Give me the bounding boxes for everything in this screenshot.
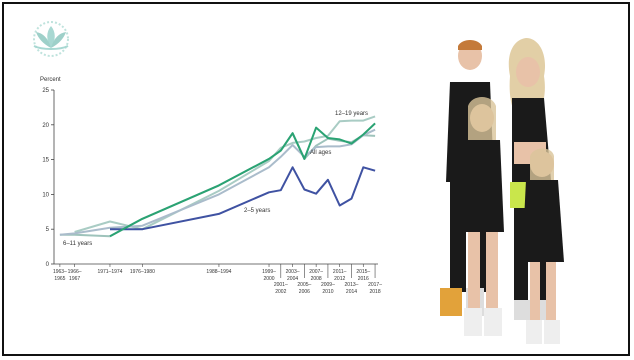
- x-tick-label: 2012: [334, 276, 345, 282]
- y-axis: 0 5 10 15 20 25: [42, 88, 55, 268]
- x-tick-label: 2016: [358, 276, 369, 282]
- x-tick-label: 2010: [322, 289, 333, 295]
- y-tick-label: 10: [42, 192, 49, 198]
- label-all-ages: All ages: [310, 150, 331, 156]
- series-line-5: [109, 122, 376, 238]
- lotus-logo-icon: [33, 21, 69, 57]
- x-tick-label: 2003–: [286, 269, 300, 275]
- x-tick-label: 1999–: [262, 269, 276, 275]
- family-photo: [440, 38, 564, 344]
- y-tick-label: 20: [42, 123, 49, 129]
- x-tick-label: 2004: [287, 276, 298, 282]
- y-tick-label: 25: [42, 88, 49, 94]
- x-tick-label: 2005–: [297, 282, 311, 288]
- y-tick-label: 0: [46, 262, 50, 268]
- x-tick-label: 1963–: [53, 269, 67, 275]
- x-tick-label: 2000: [263, 276, 274, 282]
- x-tick-label: 1966–: [68, 269, 82, 275]
- small-girl-figure: [522, 148, 564, 344]
- label-6-11-years: 6–11 years: [63, 241, 92, 247]
- series-line-1: [59, 132, 376, 238]
- series-line-4: [110, 166, 376, 231]
- label-12-19-years: 12–19 years: [335, 111, 368, 117]
- x-tick-label: 1988–1994: [206, 269, 231, 275]
- x-tick-label: 2011–: [333, 269, 347, 275]
- x-tick-label: 2008: [311, 276, 322, 282]
- x-tick-label: 1965: [54, 276, 65, 282]
- x-tick-label: 2018: [369, 289, 380, 295]
- x-tick-label: 1976–1980: [130, 269, 155, 275]
- x-tick-label: 1967: [69, 276, 80, 282]
- x-tick-label: 2013–: [345, 282, 359, 288]
- girl-figure: [462, 97, 504, 336]
- slide: Percent 0 5 10 15 20 25 1963– 1965 1966– 1967 197…: [2, 2, 630, 356]
- x-tick-label: 2007–: [309, 269, 323, 275]
- series-line-2: [74, 115, 376, 233]
- series-lines: [59, 115, 376, 238]
- x-tick-label: 2017–: [368, 282, 382, 288]
- x-tick-label: 2009–: [321, 282, 335, 288]
- series-line-3: [59, 128, 376, 236]
- y-axis-label: Percent: [40, 77, 61, 83]
- x-tick-label: 2014: [346, 289, 357, 295]
- x-tick-label: 2002: [275, 289, 286, 295]
- label-2-5-years: 2–5 years: [244, 208, 270, 214]
- x-tick-label: 2001–: [274, 282, 288, 288]
- y-tick-label: 15: [42, 158, 49, 164]
- x-tick-label: 2006: [299, 289, 310, 295]
- x-tick-label: 1971–1974: [97, 269, 122, 275]
- x-tick-label: 2015–: [356, 269, 370, 275]
- y-tick-label: 5: [46, 227, 50, 233]
